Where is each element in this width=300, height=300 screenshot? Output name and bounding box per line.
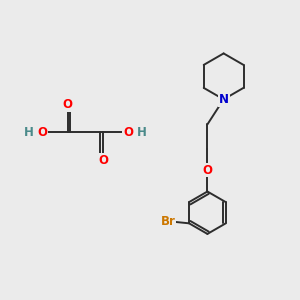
- Text: O: O: [38, 126, 47, 139]
- Text: O: O: [98, 154, 108, 167]
- Text: N: N: [219, 93, 229, 106]
- Text: H: H: [137, 126, 147, 139]
- Text: O: O: [123, 126, 133, 139]
- Text: H: H: [23, 126, 33, 139]
- Text: O: O: [63, 98, 73, 111]
- Text: O: O: [202, 164, 212, 176]
- Text: Br: Br: [160, 215, 175, 228]
